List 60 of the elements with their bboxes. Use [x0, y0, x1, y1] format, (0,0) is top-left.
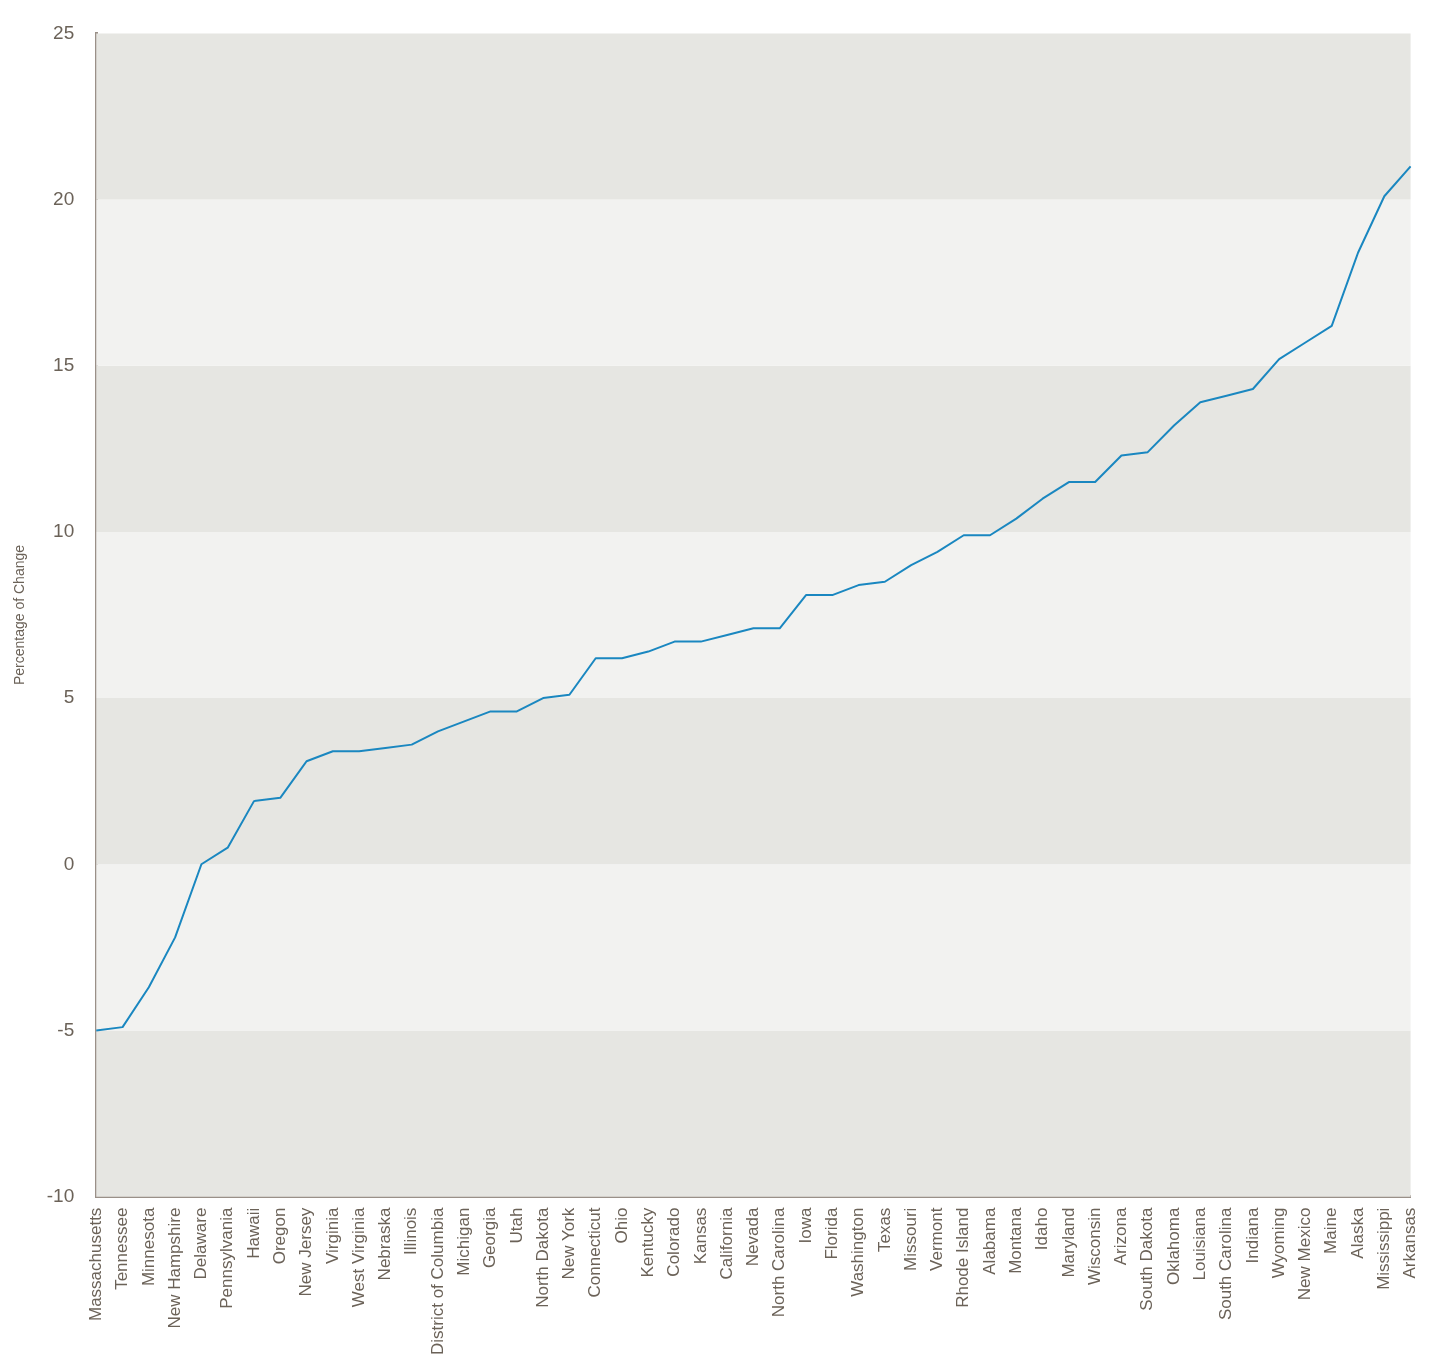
- x-tick-label: New York: [559, 1207, 579, 1280]
- x-tick-label: New Hampshire: [164, 1207, 184, 1329]
- x-tick-label: Florida: [821, 1207, 841, 1260]
- x-tick-label: Pennsylvania: [217, 1207, 237, 1309]
- x-tick-label: Nebraska: [375, 1207, 395, 1281]
- x-tick-label: Ohio: [611, 1207, 631, 1244]
- y-tick-label: 10: [53, 520, 75, 542]
- x-tick-label: Louisiana: [1189, 1207, 1209, 1281]
- x-tick-label: Iowa: [795, 1207, 815, 1244]
- x-tick-label: Virginia: [322, 1207, 342, 1265]
- x-tick-label: California: [716, 1207, 736, 1280]
- x-tick-label: Maryland: [1058, 1207, 1078, 1278]
- y-tick-label: 0: [63, 852, 75, 874]
- x-tick-label: North Carolina: [769, 1207, 789, 1318]
- x-tick-label: Georgia: [480, 1207, 500, 1269]
- y-axis-title: Percentage of Change: [11, 544, 28, 686]
- x-tick-label: Oregon: [269, 1207, 289, 1265]
- x-tick-label: District of Columbia: [427, 1207, 447, 1355]
- x-tick-label: Wisconsin: [1084, 1207, 1104, 1286]
- x-tick-label: South Dakota: [1137, 1207, 1157, 1311]
- x-tick-label: Minnesota: [138, 1207, 158, 1287]
- x-tick-label: Idaho: [1032, 1207, 1052, 1251]
- x-tick-label: Mississippi: [1374, 1207, 1393, 1290]
- x-tick-label: Nevada: [743, 1207, 763, 1267]
- y-tick-label: 15: [53, 353, 75, 375]
- x-tick-label: Alabama: [979, 1207, 999, 1275]
- x-tick-label: West Virginia: [348, 1207, 368, 1308]
- x-tick-label: Texas: [874, 1207, 894, 1253]
- x-tick-label: Kentucky: [637, 1207, 657, 1278]
- x-tick-label: Missouri: [900, 1207, 920, 1271]
- y-tick-label: 25: [53, 21, 75, 43]
- y-tick-label: -5: [57, 1018, 75, 1040]
- x-tick-label: Indiana: [1242, 1207, 1262, 1264]
- x-tick-label: Oklahoma: [1163, 1207, 1183, 1286]
- y-tick-label: 20: [53, 187, 75, 209]
- y-tick-label: 5: [63, 686, 75, 708]
- x-tick-label: Michigan: [453, 1207, 473, 1276]
- x-tick-label: Tennessee: [112, 1207, 132, 1290]
- x-tick-label: Massachusetts: [85, 1207, 105, 1322]
- x-tick-label: Illinois: [401, 1207, 421, 1255]
- x-tick-label: Connecticut: [585, 1207, 605, 1298]
- x-tick-label: Colorado: [664, 1207, 684, 1277]
- x-tick-label: North Dakota: [532, 1207, 552, 1308]
- x-tick-label: New Mexico: [1295, 1207, 1315, 1301]
- x-tick-label: New Jersey: [296, 1207, 316, 1297]
- x-tick-label: Wyoming: [1268, 1207, 1288, 1279]
- x-tick-label: Vermont: [927, 1207, 947, 1271]
- y-tick-label: -10: [46, 1184, 75, 1206]
- x-tick-label: Arkansas: [1400, 1207, 1420, 1279]
- x-tick-label: Delaware: [191, 1207, 211, 1280]
- x-tick-label: South Carolina: [1216, 1207, 1236, 1321]
- x-tick-label: Montana: [1005, 1207, 1025, 1274]
- x-tick-label: Hawaii: [243, 1207, 263, 1259]
- x-tick-label: Arizona: [1111, 1207, 1131, 1266]
- x-tick-label: Alaska: [1347, 1207, 1367, 1259]
- x-tick-label: Rhode Island: [953, 1207, 973, 1308]
- x-tick-label: Washington: [848, 1207, 868, 1297]
- x-tick-label: Maine: [1321, 1207, 1341, 1254]
- x-tick-label: Kansas: [690, 1207, 710, 1265]
- x-tick-label: Utah: [506, 1207, 526, 1244]
